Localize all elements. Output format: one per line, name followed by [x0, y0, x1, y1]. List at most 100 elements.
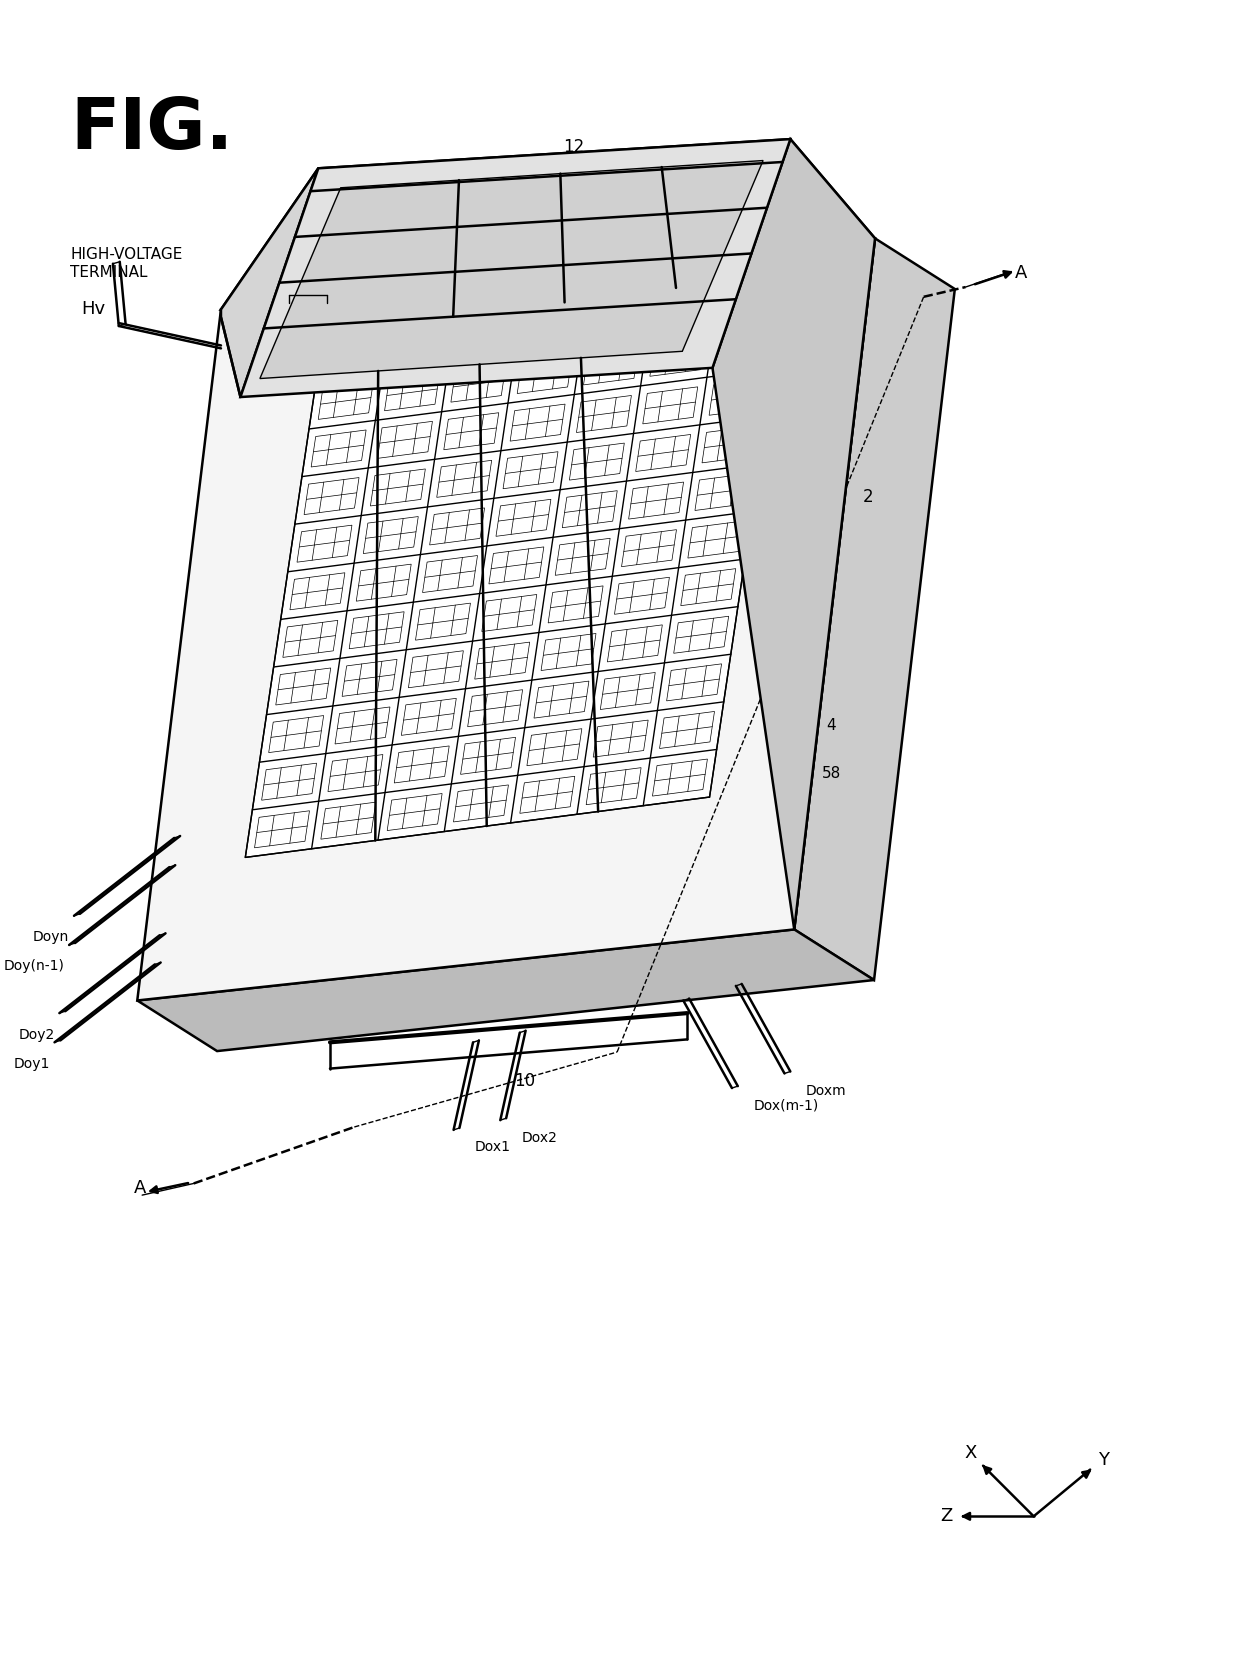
- Polygon shape: [694, 473, 750, 510]
- Text: 70: 70: [624, 762, 645, 780]
- Text: 1: 1: [833, 398, 844, 416]
- Text: Doy2: Doy2: [19, 1028, 55, 1041]
- Text: Doxm: Doxm: [806, 1084, 847, 1098]
- Polygon shape: [342, 660, 397, 697]
- Polygon shape: [548, 587, 603, 623]
- Polygon shape: [541, 633, 596, 670]
- Text: Hv: Hv: [82, 301, 105, 319]
- Polygon shape: [138, 929, 874, 1051]
- Polygon shape: [436, 460, 492, 498]
- Polygon shape: [283, 620, 337, 657]
- Text: Doyn: Doyn: [33, 931, 69, 944]
- Polygon shape: [387, 794, 443, 830]
- Polygon shape: [642, 388, 698, 424]
- Text: 15: 15: [738, 328, 759, 344]
- Text: 13: 13: [692, 217, 713, 236]
- Polygon shape: [723, 282, 779, 321]
- Polygon shape: [321, 802, 376, 839]
- Polygon shape: [392, 326, 446, 363]
- Polygon shape: [423, 555, 477, 593]
- Polygon shape: [713, 139, 875, 929]
- Text: 6: 6: [288, 296, 296, 311]
- Polygon shape: [356, 565, 412, 602]
- Text: 10: 10: [515, 1073, 536, 1089]
- Polygon shape: [262, 764, 316, 800]
- Polygon shape: [688, 521, 743, 558]
- Polygon shape: [652, 759, 707, 795]
- Polygon shape: [402, 698, 456, 735]
- Text: FIG.: FIG.: [71, 95, 233, 164]
- Polygon shape: [657, 292, 712, 329]
- Polygon shape: [709, 378, 764, 416]
- Polygon shape: [569, 443, 624, 480]
- Polygon shape: [221, 139, 875, 309]
- Polygon shape: [615, 576, 670, 615]
- Polygon shape: [584, 348, 639, 384]
- Polygon shape: [608, 625, 662, 662]
- Polygon shape: [363, 516, 418, 553]
- Polygon shape: [600, 672, 655, 710]
- Polygon shape: [562, 491, 618, 528]
- Text: Z: Z: [940, 1507, 952, 1526]
- Text: 58: 58: [822, 767, 841, 782]
- Polygon shape: [503, 451, 558, 488]
- Polygon shape: [467, 690, 522, 727]
- Polygon shape: [795, 239, 955, 979]
- Polygon shape: [650, 339, 704, 376]
- Text: 7: 7: [303, 296, 312, 311]
- Polygon shape: [325, 334, 381, 371]
- Polygon shape: [475, 642, 529, 678]
- Polygon shape: [556, 538, 610, 575]
- Text: Dox(m-1): Dox(m-1): [754, 1098, 818, 1113]
- Polygon shape: [681, 568, 735, 605]
- Polygon shape: [335, 707, 389, 744]
- Polygon shape: [444, 413, 498, 449]
- Polygon shape: [298, 525, 352, 561]
- Polygon shape: [384, 374, 439, 411]
- Polygon shape: [458, 317, 513, 354]
- Polygon shape: [454, 785, 508, 822]
- Text: HIGH-VOLTAGE
TERMINAL: HIGH-VOLTAGE TERMINAL: [71, 247, 182, 281]
- Polygon shape: [577, 396, 631, 433]
- Polygon shape: [517, 356, 572, 393]
- Text: Dox1: Dox1: [475, 1140, 511, 1155]
- Text: Y: Y: [1099, 1450, 1110, 1469]
- Polygon shape: [311, 429, 366, 466]
- Polygon shape: [260, 160, 763, 379]
- Polygon shape: [377, 421, 433, 458]
- Polygon shape: [415, 603, 470, 640]
- Polygon shape: [702, 426, 756, 463]
- Text: Doy1: Doy1: [14, 1056, 50, 1071]
- Polygon shape: [371, 470, 425, 506]
- Text: 2: 2: [863, 488, 873, 506]
- Polygon shape: [621, 530, 677, 566]
- Polygon shape: [460, 737, 516, 774]
- Polygon shape: [254, 810, 310, 847]
- Polygon shape: [221, 169, 319, 398]
- Polygon shape: [290, 573, 345, 610]
- Polygon shape: [593, 720, 649, 757]
- Polygon shape: [673, 617, 729, 653]
- Text: X: X: [965, 1444, 977, 1462]
- Text: 12: 12: [563, 139, 584, 155]
- Polygon shape: [394, 745, 449, 784]
- Polygon shape: [590, 301, 646, 338]
- Polygon shape: [319, 383, 373, 419]
- Text: 3: 3: [337, 276, 348, 294]
- Polygon shape: [636, 434, 691, 471]
- Polygon shape: [525, 309, 579, 346]
- Polygon shape: [629, 481, 683, 520]
- Polygon shape: [275, 668, 331, 705]
- Text: 4: 4: [826, 717, 836, 732]
- Text: A: A: [1014, 264, 1027, 282]
- Polygon shape: [667, 663, 722, 700]
- Polygon shape: [482, 595, 537, 632]
- Text: A: A: [134, 1180, 146, 1198]
- Polygon shape: [241, 139, 790, 398]
- Text: 5: 5: [363, 294, 374, 311]
- Polygon shape: [350, 612, 404, 648]
- Polygon shape: [510, 404, 565, 441]
- Polygon shape: [269, 715, 324, 752]
- Polygon shape: [451, 366, 506, 403]
- Polygon shape: [527, 729, 582, 765]
